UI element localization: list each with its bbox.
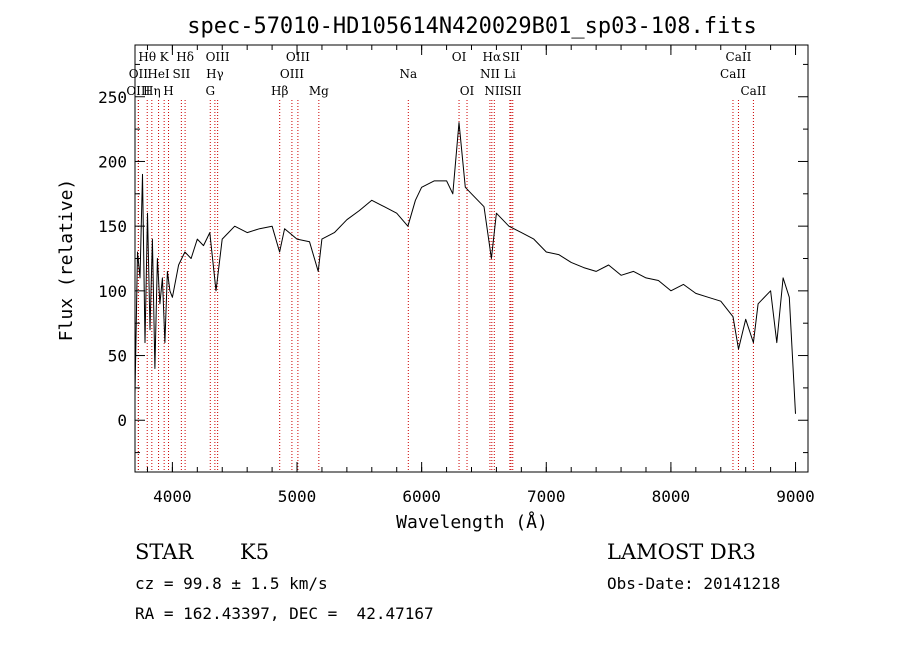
spectral-line-label: CaII — [740, 84, 766, 98]
spectral-line-label: Hγ — [206, 67, 224, 81]
y-axis-title: Flux (relative) — [56, 179, 77, 342]
x-axis-title: Wavelength (Å) — [396, 511, 548, 533]
spectral-line-label: SII — [504, 84, 522, 98]
spectral-line-label: OII — [129, 67, 149, 81]
plot-frame — [134, 44, 809, 473]
spectral-line-label: SII — [502, 50, 520, 64]
obs-date: Obs-Date: 20141218 — [607, 574, 781, 593]
spectral-line-label: Mg — [309, 84, 329, 98]
spectrum-series — [134, 122, 796, 414]
object-class: STAR — [135, 540, 194, 564]
spectral-line-label: Hδ — [176, 50, 194, 64]
y-tick-label: 150 — [98, 217, 127, 236]
chart-title: spec-57010-HD105614N420029B01_sp03-108.f… — [187, 14, 757, 39]
x-tick-label: 7000 — [527, 487, 566, 506]
spectral-line-label: Hη — [143, 84, 161, 98]
spectral-line-label: CaII — [726, 50, 752, 64]
spectrum-line — [134, 122, 796, 414]
spectral-line-label: G — [205, 84, 215, 98]
spectral-line-label: K — [160, 50, 170, 64]
redshift-value: cz = 99.8 ± 1.5 km/s — [135, 574, 328, 593]
axis-ticks: 4000 5000 6000 7000 8000 9000 0 50 100 150 200 250 — [98, 45, 815, 506]
x-tick-label: 8000 — [652, 487, 691, 506]
spectral-line-label: Na — [399, 67, 417, 81]
y-tick-label: 200 — [98, 152, 127, 171]
spectral-line-label: HeI — [147, 67, 170, 81]
spectral-line-label: NII — [484, 84, 504, 98]
y-tick-label: 0 — [117, 411, 127, 430]
spectral-line-label: H — [163, 84, 173, 98]
y-tick-label: 100 — [98, 282, 127, 301]
spectral-subclass: K5 — [240, 540, 270, 564]
survey-name: LAMOST DR3 — [607, 540, 756, 564]
x-tick-label: 9000 — [776, 487, 815, 506]
spectral-line-label: OI — [460, 84, 475, 98]
spectral-line-label: SII — [173, 67, 191, 81]
spectral-line-label: OI — [452, 50, 467, 64]
spectral-line-label: Hβ — [271, 84, 288, 98]
spectral-line-label: OIII — [280, 67, 304, 81]
spectral-line-label: CaII — [720, 67, 746, 81]
x-tick-label: 6000 — [402, 487, 441, 506]
spectral-line-label: Li — [504, 67, 516, 81]
spectral-line-label: Hα — [483, 50, 502, 64]
x-tick-label: 4000 — [153, 487, 192, 506]
spectral-line-label: OIII — [206, 50, 230, 64]
spectral-line-label: NII — [480, 67, 500, 81]
spectral-line-label: OIII — [126, 84, 150, 98]
coordinates: RA = 162.43397, DEC = 42.47167 — [135, 604, 434, 623]
x-tick-label: 5000 — [278, 487, 317, 506]
spectral-line-label: Hθ — [138, 50, 156, 64]
spectral-line-label: OIII — [286, 50, 310, 64]
y-tick-label: 50 — [108, 347, 127, 366]
y-tick-label: 250 — [98, 88, 127, 107]
